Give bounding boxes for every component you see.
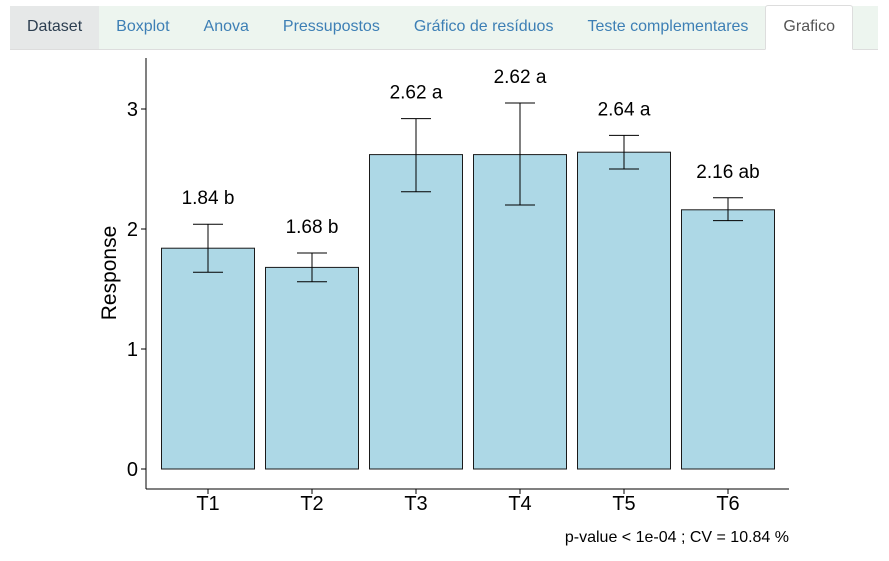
stats-caption: p-value < 1e-04 ; CV = 10.84 %: [565, 529, 789, 546]
tab-teste-complementares[interactable]: Teste complementares: [587, 18, 749, 35]
bar-label-t3: 2.62 a: [390, 83, 443, 104]
x-tick-label-t2: T2: [300, 493, 323, 515]
tab-bar: Dataset Boxplot Anova Pressupostos Gráfi…: [10, 5, 878, 50]
tab-grafico-de-residuos[interactable]: Gráfico de resíduos: [413, 18, 554, 35]
bar-label-t4: 2.62 a: [494, 67, 547, 88]
x-ticks-layer: T1 T2 T3 T4 T5 T6: [196, 489, 740, 515]
bar-t4: [473, 154, 567, 470]
bar-label-t5: 2.64 a: [598, 99, 651, 120]
bar-label-t1: 1.84 b: [182, 188, 235, 209]
x-tick-label-t4: T4: [508, 493, 531, 515]
y-tick-label: 3: [127, 99, 138, 121]
bar-t5: [577, 151, 671, 470]
error-bars-layer: [193, 102, 743, 283]
tab-pressupostos[interactable]: Pressupostos: [282, 18, 380, 35]
x-tick-label-t5: T5: [612, 493, 635, 515]
x-tick-label-t6: T6: [716, 493, 739, 515]
bar-t6: [681, 209, 775, 470]
error-bar-t3: [401, 118, 431, 193]
chart-panel: 1.84 b 1.68 b 2.62 a 2.62 a 2.64 a 2.16 ab 0 1…: [0, 50, 889, 556]
error-bar-t1: [193, 223, 223, 273]
tab-anova[interactable]: Anova: [203, 18, 249, 35]
y-tick-label: 1: [127, 339, 138, 361]
bar-t1: [161, 247, 255, 470]
error-bar-t4: [505, 102, 535, 206]
bar-labels-layer: 1.84 b 1.68 b 2.62 a 2.62 a 2.64 a 2.16 ab: [182, 67, 760, 238]
tab-boxplot[interactable]: Boxplot: [116, 18, 170, 35]
bar-label-t6: 2.16 ab: [696, 162, 759, 183]
y-tick-label: 0: [127, 459, 138, 481]
tab-dataset[interactable]: Dataset: [10, 6, 100, 49]
y-axis-label: Response: [98, 226, 121, 321]
bar-label-t2: 1.68 b: [286, 217, 339, 238]
x-tick-label-t3: T3: [404, 493, 427, 515]
bar-chart: 1.84 b 1.68 b 2.62 a 2.62 a 2.64 a 2.16 ab 0 1…: [98, 58, 789, 546]
error-bar-t5: [609, 134, 639, 170]
bar-t3: [369, 154, 463, 470]
x-tick-label-t1: T1: [196, 493, 219, 515]
y-ticks-layer: 0 1 2 3: [127, 99, 146, 481]
y-tick-label: 2: [127, 219, 138, 241]
tab-grafico[interactable]: Grafico: [765, 5, 853, 50]
error-bar-t2: [297, 252, 327, 283]
error-bar-t6: [713, 197, 743, 222]
bar-t2: [265, 266, 359, 470]
bars-layer: [161, 151, 775, 470]
